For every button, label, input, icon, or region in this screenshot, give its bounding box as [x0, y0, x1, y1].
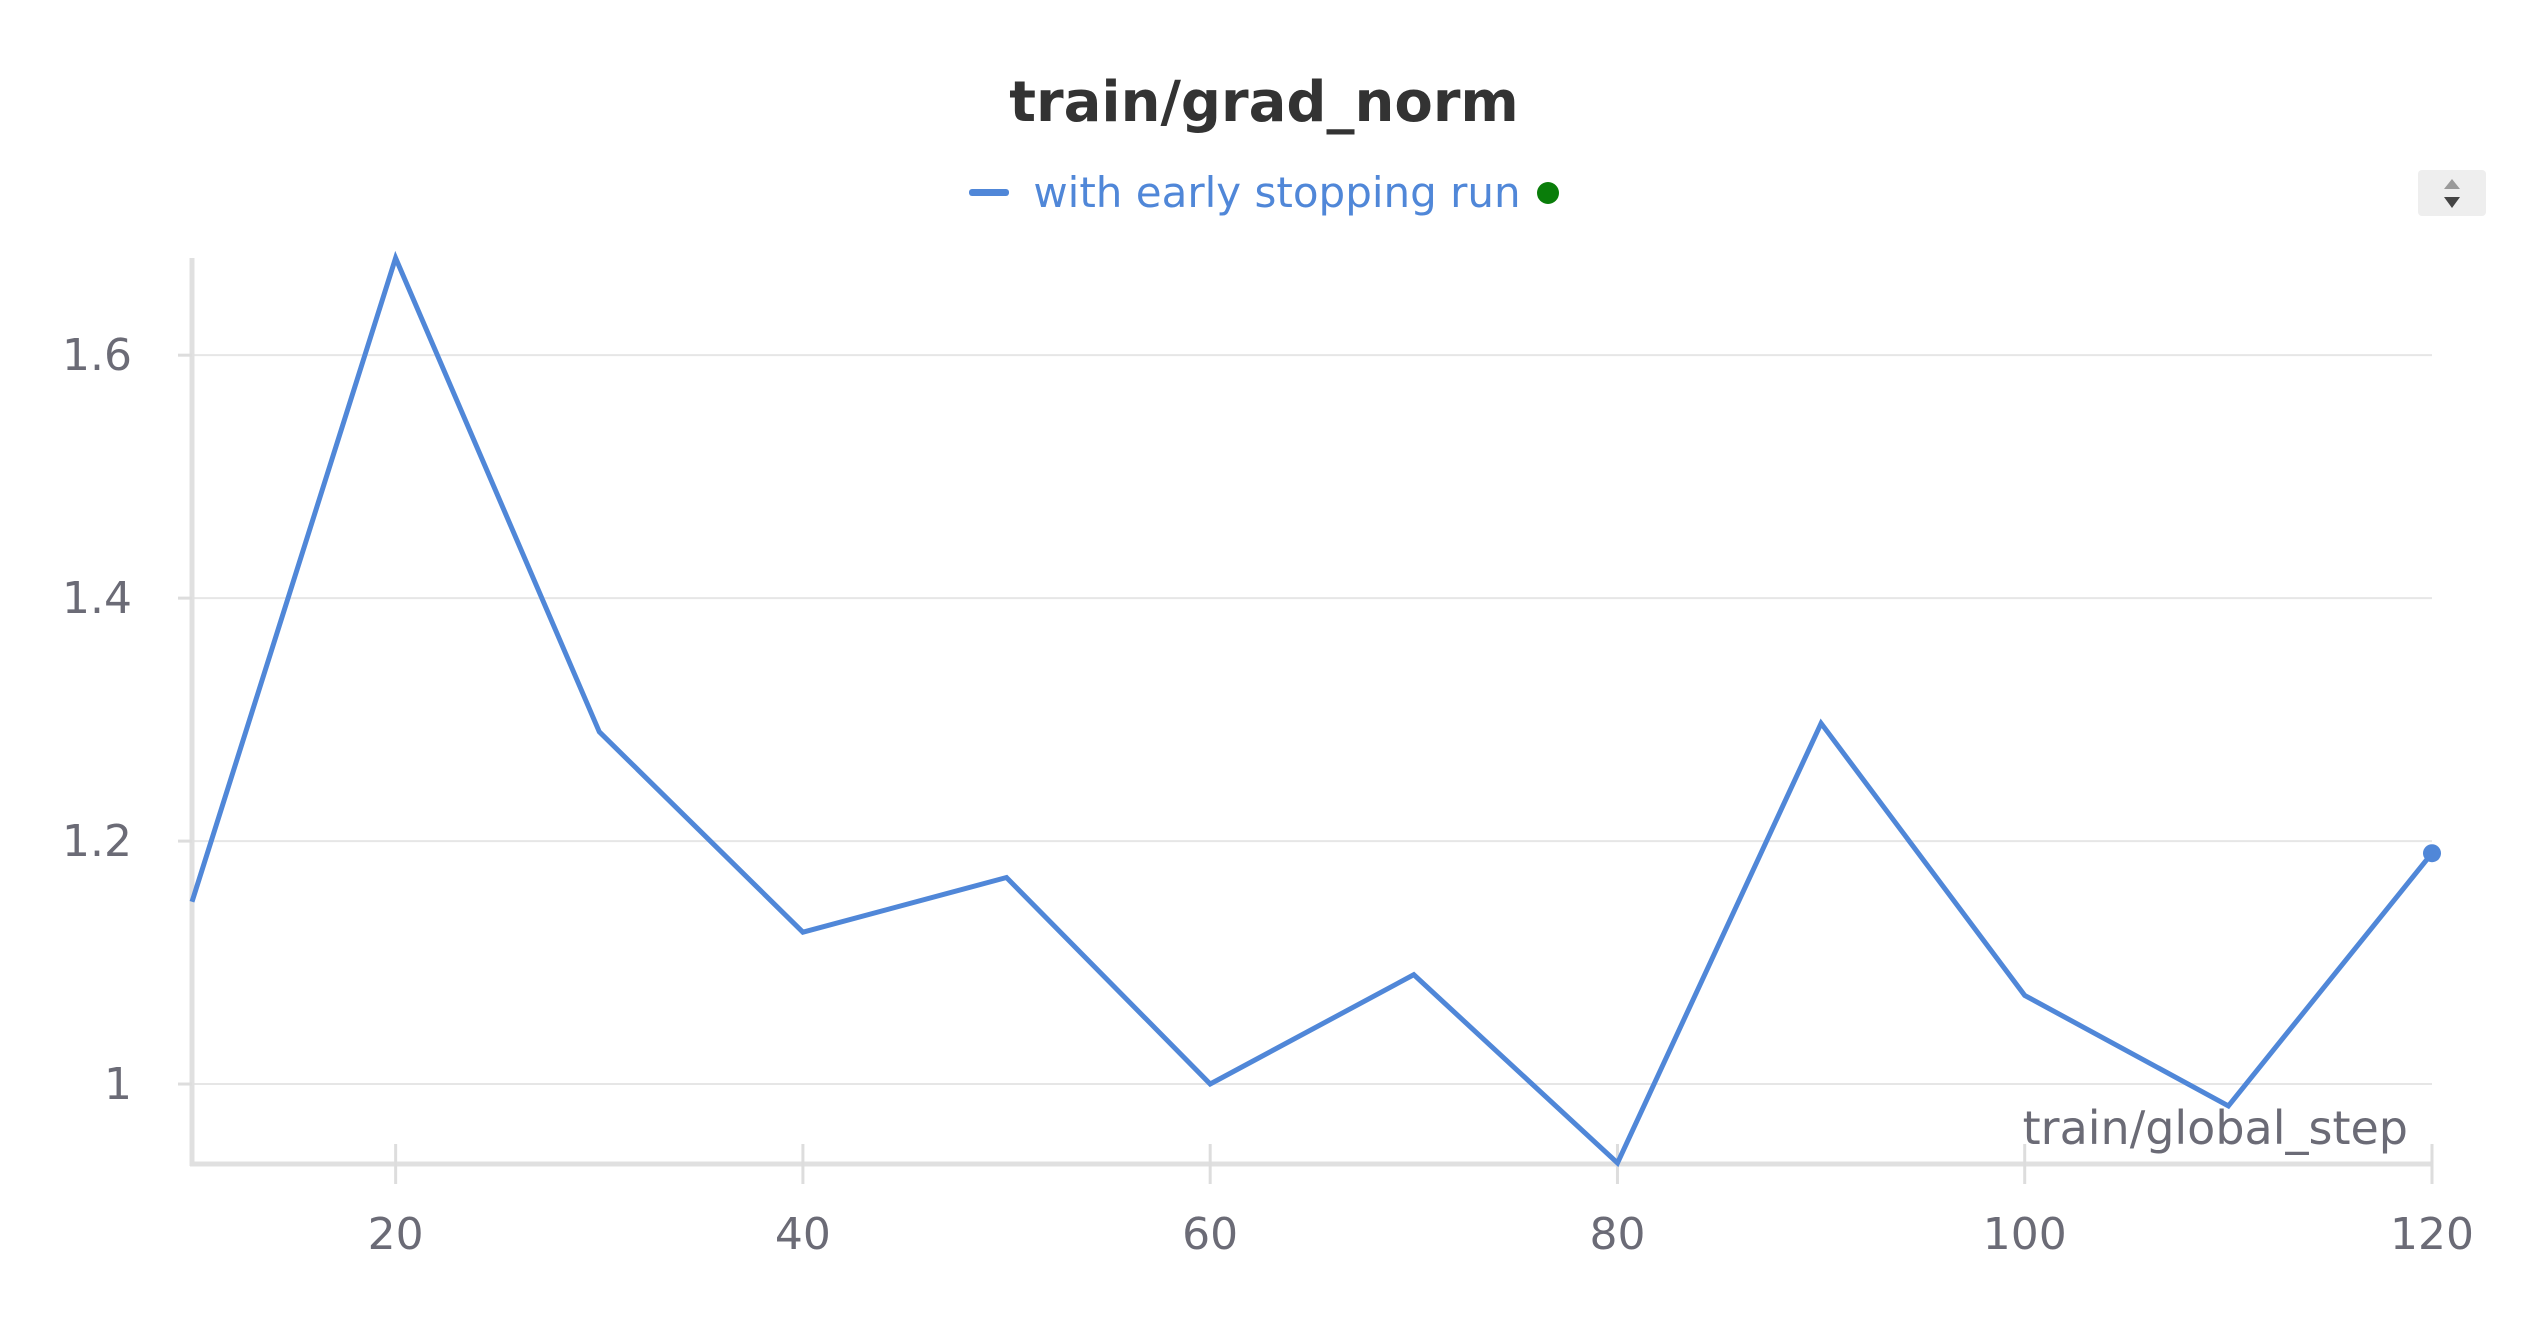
y-tick-label: 1	[104, 1059, 132, 1110]
series-line[interactable]	[189, 250, 2434, 1168]
x-axis-label: train/global_step	[2023, 1101, 2408, 1155]
grid-lines	[192, 354, 2432, 1086]
y-tick-label: 1.4	[62, 573, 132, 624]
series-last-point[interactable]	[2423, 844, 2441, 863]
x-tick-label: 40	[775, 1209, 831, 1260]
x-tick-label: 60	[1182, 1209, 1238, 1260]
x-tick-label: 20	[368, 1209, 424, 1260]
x-axis-ticks: 20 40 60 80 100 120	[368, 1144, 2474, 1260]
status-dot-icon	[1536, 181, 1559, 204]
x-tick-label: 100	[1983, 1209, 2067, 1260]
legend-sort-button[interactable]	[2418, 170, 2486, 216]
x-tick-label: 120	[2390, 1209, 2474, 1260]
y-tick-label: 1.2	[62, 816, 132, 867]
chart-legend: with early stopping run	[0, 168, 2528, 217]
series-layer	[189, 250, 2441, 1168]
y-tick-label: 1.6	[62, 330, 132, 381]
axes	[189, 258, 2432, 1167]
y-axis-ticks: 1 1.2 1.4 1.6	[62, 330, 192, 1110]
x-tick-label: 80	[1589, 1209, 1645, 1260]
legend-series-label[interactable]: with early stopping run	[1033, 168, 1521, 217]
legend-swatch	[969, 189, 1010, 196]
sort-arrows-icon	[2444, 179, 2460, 208]
chart-title: train/grad_norm	[1009, 70, 1519, 135]
